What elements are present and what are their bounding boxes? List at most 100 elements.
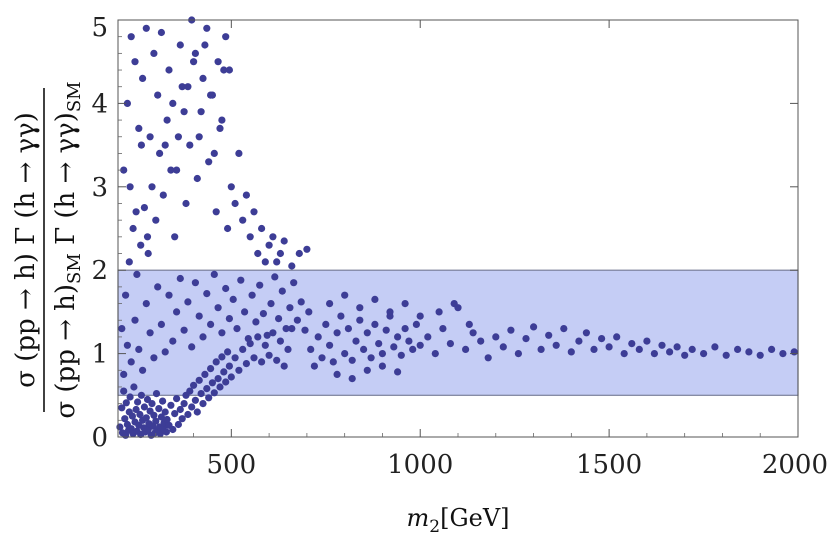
data-point [148,400,156,408]
data-point [123,99,131,107]
data-point [190,58,198,66]
data-point [263,331,271,339]
data-point [157,413,165,421]
data-point [188,343,196,351]
data-point [163,116,171,124]
data-point [208,379,216,387]
data-point [201,41,209,49]
data-point [201,370,209,378]
data-point [197,390,205,398]
data-point [140,204,148,212]
data-point [337,312,345,320]
data-point [386,308,394,316]
data-point [218,116,226,124]
data-point [598,335,606,343]
data-point [122,399,130,407]
data-point [465,320,473,328]
data-point [131,316,139,324]
data-point [173,395,181,403]
data-point [333,329,341,337]
data-point [507,326,515,334]
x-tick-label: 1000 [387,450,453,480]
data-point [371,295,379,303]
data-point [203,290,211,298]
data-point [341,291,349,299]
data-point [144,249,152,258]
data-point [131,58,139,66]
data-point [203,385,211,393]
data-point [276,337,284,345]
data-point [363,329,371,337]
data-point [127,358,135,366]
data-point [530,323,538,331]
data-point [193,408,201,416]
data-point [148,183,156,191]
data-point [184,410,192,419]
data-point [142,24,150,32]
data-point [282,325,290,333]
data-point [371,320,379,328]
data-point [193,174,201,183]
data-point [394,333,402,341]
data-point [779,350,787,358]
data-point [227,373,235,381]
data-point [620,350,628,358]
data-point [199,74,207,82]
data-point [134,398,142,406]
data-point [139,74,147,82]
data-point [416,341,424,349]
data-point [254,333,262,341]
data-point [137,391,145,399]
data-point [210,149,218,157]
data-point [157,320,165,328]
data-point [176,41,184,49]
data-point [484,354,492,362]
data-point [173,166,181,174]
data-point [650,350,659,358]
data-point [412,320,420,328]
data-point [261,341,269,349]
data-point [180,326,188,334]
data-point [605,343,613,351]
data-point [169,99,177,107]
data-point [575,337,583,345]
data-point [132,208,140,216]
data-point [643,337,651,345]
data-point [233,325,241,333]
data-point [711,343,719,351]
data-point [126,393,134,401]
data-point [499,343,507,351]
data-point [157,28,165,37]
data-point [139,366,147,374]
data-point [231,354,239,362]
data-point [271,273,279,281]
data-point [273,258,281,266]
data-point [214,375,222,383]
data-point [137,141,145,149]
data-point [210,270,218,278]
data-point [195,133,203,141]
data-point [756,351,764,359]
data-point [184,83,192,91]
data-point [246,233,254,241]
data-point [514,350,523,358]
data-point [235,149,243,157]
data-point [267,300,275,308]
data-point [477,337,485,345]
data-point [322,320,330,328]
data-point [143,233,152,241]
data-point [242,191,250,199]
data-point [136,410,144,419]
data-point [152,417,160,425]
data-point [152,390,161,398]
data-point [469,329,477,337]
data-point [250,354,258,362]
y-label-denominator: σ (pp → h)SM Γ (h → γγ)SM [51,81,85,418]
data-point [310,362,318,370]
data-point [545,331,553,339]
data-point [397,351,405,359]
data-point [197,108,205,116]
x-tick-label: 2000 [762,450,828,480]
data-point [307,345,315,353]
